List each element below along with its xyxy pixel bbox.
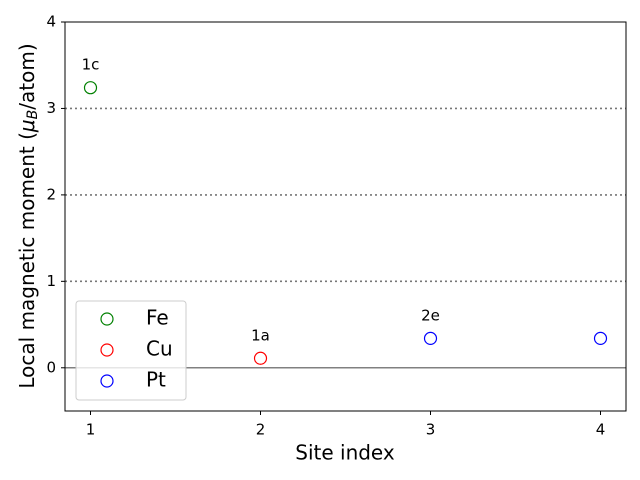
point — [593, 331, 608, 345]
legend-marker — [100, 343, 114, 357]
point — [83, 81, 98, 95]
y-label-part: μ — [15, 119, 39, 133]
y-label-part: B — [25, 110, 41, 120]
legend-label: Pt — [146, 368, 166, 392]
y-axis-label: Local magnetic moment (μB/atom) — [15, 43, 42, 388]
y-label-part: Local magnetic moment ( — [15, 132, 39, 389]
y-tick-label: 3 — [46, 99, 56, 117]
y-tick-label: 4 — [46, 13, 56, 31]
legend-box — [75, 300, 187, 401]
y-label-part: /atom) — [15, 43, 39, 109]
legend-marker — [100, 374, 114, 388]
x-tick-label: 1 — [86, 421, 96, 439]
x-tick-label: 4 — [596, 421, 606, 439]
y-tick-label: 2 — [46, 185, 56, 203]
legend-label: Cu — [146, 337, 173, 361]
y-tick-label: 1 — [46, 272, 56, 290]
annotation: 1a — [251, 326, 270, 344]
legend-marker — [100, 312, 114, 326]
plot-frame — [64, 21, 627, 412]
point — [423, 331, 438, 345]
y-tick-label: 0 — [46, 358, 56, 376]
annotation: 1c — [82, 56, 100, 74]
legend-label: Fe — [146, 306, 169, 330]
x-axis-label: Site index — [295, 441, 395, 465]
x-tick-label: 3 — [426, 421, 436, 439]
x-tick-label: 2 — [256, 421, 266, 439]
annotation: 2e — [421, 306, 440, 324]
point — [253, 351, 268, 365]
